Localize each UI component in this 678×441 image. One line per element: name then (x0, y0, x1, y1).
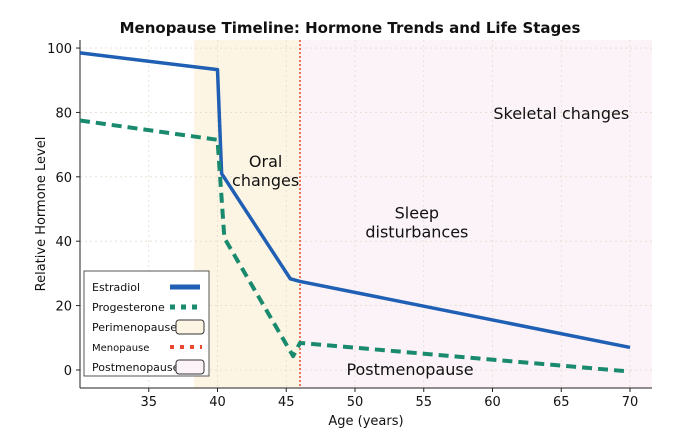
y-tick-label: 100 (47, 42, 72, 57)
y-axis-label: Relative Hormone Level (34, 137, 49, 292)
annotation: Postmenopause (346, 360, 473, 379)
y-tick-label: 20 (55, 300, 72, 315)
x-tick-label: 65 (553, 395, 570, 410)
annotation: Skeletal changes (493, 104, 629, 123)
annotation: Oral changes (232, 152, 299, 190)
x-tick-label: 70 (622, 395, 639, 410)
y-tick-label: 0 (64, 364, 72, 379)
x-tick-label: 45 (278, 395, 295, 410)
legend-swatch-postmenopause (175, 359, 205, 375)
series-progesterone (79, 118, 631, 374)
x-tick-label: 35 (140, 395, 157, 410)
legend-label: Progesterone (92, 301, 165, 314)
x-axis-label: Age (years) (328, 414, 403, 429)
annotation: Sleep disturbances (365, 204, 468, 242)
annotation-line: changes (232, 171, 299, 190)
legend-label: Estradiol (92, 281, 140, 294)
x-tick-label: 60 (484, 395, 501, 410)
legend-swatch-perimenopause (175, 319, 205, 335)
x-tick-label: 55 (415, 395, 432, 410)
legend-label: Perimenopause (92, 321, 177, 334)
annotation-line: Sleep (395, 204, 439, 223)
region-postmenopause (300, 40, 652, 388)
legend: Estradiol Progesterone Perimenopause Menopa… (83, 270, 210, 377)
annotation-line: disturbances (365, 223, 468, 242)
chart-title: Menopause Timeline: Hormone Trends and L… (120, 19, 581, 37)
y-tick-label: 60 (55, 171, 72, 186)
legend-label: Postmenopause (92, 361, 180, 374)
legend-label: Menopause (92, 343, 149, 354)
series-estradiol (79, 51, 631, 350)
x-tick-label: 40 (209, 395, 226, 410)
y-tick-label: 80 (55, 106, 72, 121)
x-tick-label: 50 (347, 395, 364, 410)
plot-area: 35 40 45 50 55 60 65 70 0 20 40 60 80 100 Oral changes S… (47, 40, 652, 410)
annotation-line: Skeletal changes (493, 104, 629, 123)
annotation-line: Oral (249, 152, 282, 171)
annotation-line: Postmenopause (346, 360, 473, 379)
y-tick-label: 40 (55, 235, 72, 250)
